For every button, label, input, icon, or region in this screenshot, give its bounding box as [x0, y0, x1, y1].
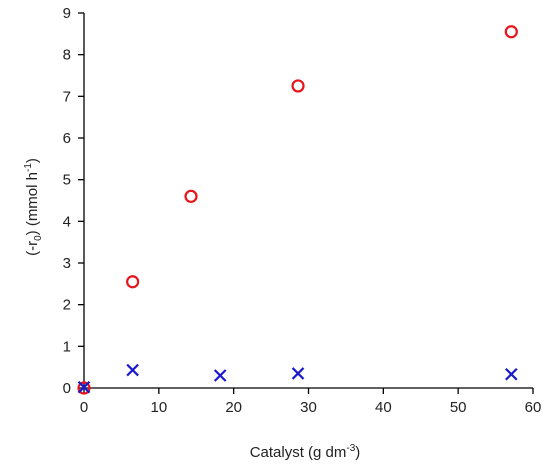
- y-axis-title-sup: -1: [23, 163, 34, 172]
- y-axis-title-pre: (-r: [24, 241, 41, 256]
- y-tick-label: 2: [63, 297, 71, 314]
- x-marker-stroke: [77, 380, 91, 394]
- y-axis-title-sub: 0: [33, 235, 44, 241]
- y-axis-title: (-r0) (mmol h-1): [23, 158, 44, 256]
- y-tick-label: 1: [63, 338, 71, 355]
- x-tick-label: 50: [450, 399, 467, 416]
- series-2-markers: [77, 363, 518, 394]
- x-tick-label: 20: [225, 399, 242, 416]
- y-tick-label: 4: [63, 213, 71, 230]
- series-1-markers: [77, 25, 518, 395]
- x-tick-label: 30: [300, 399, 317, 416]
- x-marker: [505, 367, 518, 381]
- x-axis-title-tail: ): [355, 444, 360, 461]
- data-points: [77, 25, 518, 395]
- x-marker-stroke: [213, 369, 227, 382]
- x-marker: [126, 363, 139, 377]
- axes: [83, 13, 533, 389]
- circle-marker: [184, 189, 198, 203]
- x-tick-label: 40: [375, 399, 392, 416]
- circle-marker: [77, 381, 91, 395]
- x-axis-title: Catalyst (g dm-3): [250, 443, 361, 461]
- x-marker-stroke: [505, 367, 518, 381]
- x-axis-title-sup: -3: [346, 443, 355, 454]
- x-marker: [213, 369, 227, 382]
- y-tick-label: 8: [63, 47, 71, 64]
- y-tick-label: 6: [63, 130, 71, 147]
- x-marker: [77, 380, 91, 394]
- y-tick-label: 3: [63, 255, 71, 272]
- circle-marker: [126, 275, 140, 289]
- y-tick-label: 5: [63, 172, 71, 189]
- y-axis-title-tail: ): [24, 158, 41, 163]
- x-tick-label: 60: [525, 399, 542, 416]
- y-tick-label: 7: [63, 88, 71, 105]
- x-marker-stroke: [126, 363, 139, 377]
- circle-marker: [504, 25, 518, 39]
- x-tick-label: 0: [80, 399, 88, 416]
- x-marker-stroke: [291, 367, 305, 380]
- y-axis-title-mid: ) (mmol h: [24, 172, 41, 235]
- x-tick-label: 10: [150, 399, 167, 416]
- x-marker: [291, 367, 305, 380]
- y-tick-label: 0: [63, 380, 71, 397]
- x-axis-title-main: Catalyst (g dm: [250, 444, 347, 461]
- circle-marker: [291, 79, 305, 93]
- y-tick-label: 9: [63, 5, 71, 22]
- ticks: 0 10 20 30 40 50 60 0 1 2 3 4 5 6 7 8 9: [63, 5, 542, 416]
